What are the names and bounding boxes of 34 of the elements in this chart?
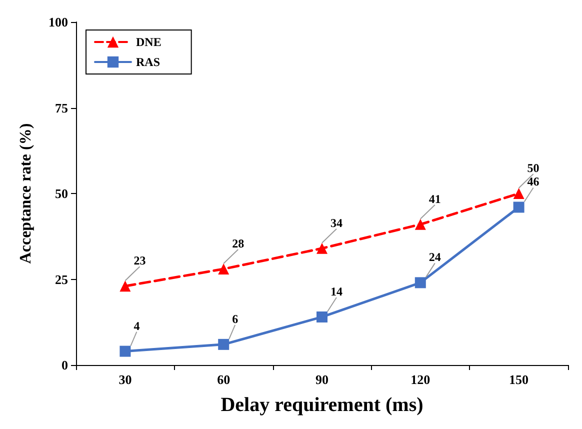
data-label: 6 (232, 312, 238, 326)
data-label: 14 (330, 284, 342, 298)
point (414, 218, 426, 230)
point (218, 263, 230, 274)
point (316, 311, 328, 322)
y-tick-label: 50 (55, 186, 68, 201)
data-label: 34 (330, 216, 342, 230)
data-label: 28 (232, 236, 244, 250)
point (120, 280, 131, 292)
x-tick-label: 150 (509, 372, 529, 387)
point (120, 346, 131, 357)
y-tick-label: 25 (55, 272, 68, 287)
point (316, 242, 328, 254)
legend-label: DNE (136, 35, 162, 49)
data-label: 4 (134, 318, 140, 333)
point (218, 338, 230, 350)
x-tick-label: 60 (217, 372, 230, 387)
data-label: 24 (428, 250, 441, 264)
point (513, 188, 524, 199)
x-axis-title: Delay requirement (ms) (220, 394, 424, 416)
data-label: 41 (428, 192, 441, 206)
data-label: 46 (527, 174, 540, 189)
data-label: 50 (527, 161, 540, 175)
x-tick-label: 30 (118, 372, 132, 387)
legend-label: RAS (136, 55, 160, 69)
y-tick-label: 0 (62, 358, 68, 372)
point (513, 202, 524, 213)
x-tick-label: 90 (316, 372, 328, 387)
y-tick-label: 100 (48, 14, 68, 30)
point (414, 277, 426, 288)
data-label: 23 (134, 254, 146, 268)
x-tick-label: 120 (410, 372, 430, 387)
y-tick-label: 75 (55, 100, 68, 116)
y-axis-title: Acceptance rate (%) (18, 123, 34, 264)
